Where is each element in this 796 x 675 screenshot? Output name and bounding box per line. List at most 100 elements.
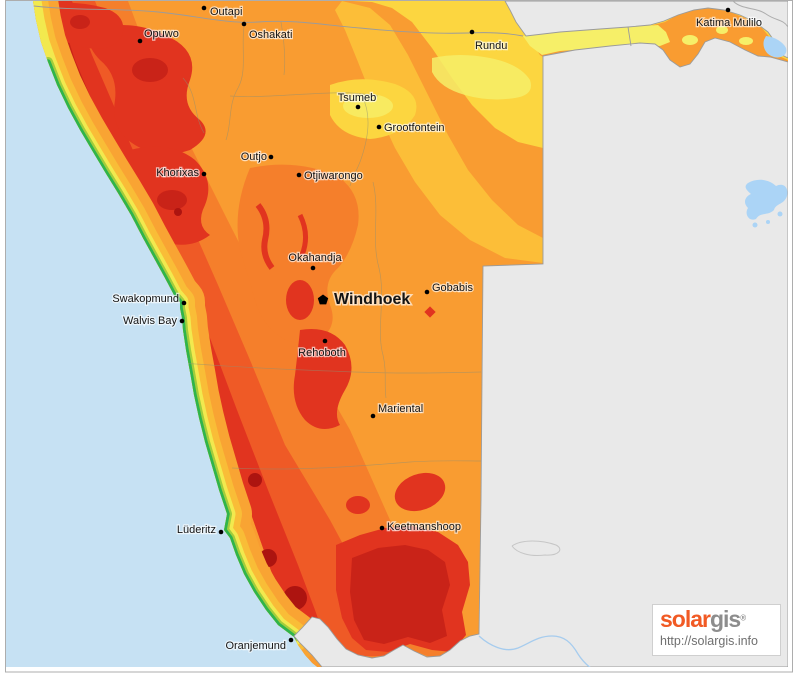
mountain-red-ribbon bbox=[297, 213, 308, 256]
zone-pale-rundu bbox=[432, 55, 531, 100]
kaokoveld-dark-spot bbox=[157, 190, 187, 210]
city-label: Oshakati bbox=[249, 29, 292, 41]
city-oranjemund: Oranjemund bbox=[224, 637, 294, 653]
delta-pond bbox=[777, 211, 783, 217]
logo-word-gis: gis bbox=[709, 606, 741, 632]
delta-pond bbox=[752, 222, 758, 228]
city-outjo: Outjo bbox=[240, 150, 274, 164]
city-label: Otjiwarongo bbox=[304, 170, 363, 182]
city-label: Rehoboth bbox=[298, 347, 346, 359]
zone-windhoek-deep-orange bbox=[237, 164, 359, 343]
city-marker bbox=[379, 525, 385, 531]
city-oshakati: Oshakati bbox=[241, 21, 294, 42]
east-red-diamond bbox=[424, 306, 436, 318]
city-marker bbox=[268, 154, 274, 160]
pale-spot bbox=[739, 37, 753, 45]
city-okahandja: Okahandja bbox=[287, 251, 344, 271]
kaokoveld-dark-spot bbox=[132, 58, 168, 82]
city-label: Grootfontein bbox=[384, 122, 445, 134]
city-label: Mariental bbox=[378, 403, 423, 415]
logo-registered-mark: ® bbox=[740, 613, 747, 623]
city-outapi: Outapi bbox=[201, 5, 244, 19]
city-label: Swakopmund bbox=[112, 293, 179, 305]
solargis-logo-box[interactable]: solargis® http://solargis.info bbox=[652, 604, 781, 656]
city-walvis-bay: Walvis Bay bbox=[122, 314, 185, 328]
logo-word-solar: solar bbox=[660, 606, 711, 632]
city-label: Outapi bbox=[210, 6, 242, 18]
city-khorixas: Khorixas bbox=[155, 166, 207, 180]
city-gobabis: Gobabis bbox=[424, 281, 475, 295]
zambezi-river bbox=[732, 1, 788, 28]
city-marker bbox=[310, 265, 316, 271]
city-rehoboth: Rehoboth bbox=[297, 338, 347, 360]
city-label: Gobabis bbox=[432, 282, 473, 294]
city-marker bbox=[137, 38, 143, 44]
city-marker bbox=[355, 104, 361, 110]
city-mariental: Mariental bbox=[370, 402, 424, 419]
delta-pond bbox=[766, 220, 770, 224]
city-marker bbox=[218, 529, 224, 535]
city-marker bbox=[370, 413, 376, 419]
city-marker bbox=[725, 7, 731, 13]
zone-pale-caprivi-strip bbox=[523, 25, 670, 55]
city-label: Okahandja bbox=[288, 252, 342, 264]
zone-yellow-northeast bbox=[352, 1, 788, 148]
chobe-water bbox=[763, 36, 787, 58]
kaokoveld-deepest-spot bbox=[174, 208, 182, 216]
city-label: Oranjemund bbox=[225, 640, 286, 652]
pale-spot bbox=[716, 26, 728, 34]
orange-river bbox=[478, 635, 591, 667]
solargis-logo: solargis® bbox=[660, 607, 780, 632]
city-label: Opuwo bbox=[144, 28, 179, 40]
city-marker bbox=[317, 294, 329, 305]
city-layer: Outapi Opuwo Oshakati Rundu Katima Mulilo Tsu… bbox=[111, 5, 763, 653]
city-l-deritz: Lüderitz bbox=[176, 523, 224, 537]
mountain-red-ribbon bbox=[255, 203, 275, 270]
page-frame bbox=[5, 0, 793, 673]
country-borders bbox=[33, 5, 632, 47]
city-marker bbox=[201, 171, 207, 177]
city-keetmanshoop: Keetmanshoop bbox=[379, 520, 462, 534]
city-otjiwarongo: Otjiwarongo bbox=[296, 169, 364, 183]
city-marker bbox=[296, 172, 302, 178]
okavango-delta-water bbox=[744, 179, 788, 220]
windhoek-west-red bbox=[286, 280, 314, 320]
zone-kaokoveld-red-1 bbox=[88, 25, 206, 154]
botswana-south-africa bbox=[293, 37, 788, 667]
city-marker bbox=[201, 5, 207, 11]
city-label: Keetmanshoop bbox=[387, 521, 461, 533]
city-marker bbox=[469, 29, 475, 35]
city-grootfontein: Grootfontein bbox=[376, 121, 446, 135]
deepest-red-spot bbox=[248, 473, 262, 487]
city-marker bbox=[181, 300, 187, 306]
city-label: Walvis Bay bbox=[123, 315, 177, 327]
zone-south-red-patch bbox=[394, 472, 446, 512]
city-label: Lüderitz bbox=[177, 524, 216, 536]
city-swakopmund: Swakopmund bbox=[111, 292, 187, 306]
city-label: Khorixas bbox=[156, 167, 199, 179]
city-windhoek: Windhoek bbox=[317, 290, 412, 310]
tsumeb-pocket-core bbox=[343, 94, 393, 118]
city-marker bbox=[424, 289, 430, 295]
city-opuwo: Opuwo bbox=[137, 27, 180, 44]
city-label: Tsumeb bbox=[338, 92, 377, 104]
city-marker bbox=[179, 318, 185, 324]
city-label: Outjo bbox=[241, 151, 267, 163]
city-marker bbox=[241, 21, 247, 27]
zone-south-dark-red-mass bbox=[350, 545, 450, 644]
city-marker bbox=[376, 124, 382, 130]
city-label: Rundu bbox=[475, 40, 507, 52]
logo-url[interactable]: http://solargis.info bbox=[660, 633, 758, 648]
city-katima-mulilo: Katima Mulilo bbox=[695, 7, 763, 30]
city-label: Windhoek bbox=[334, 291, 410, 308]
pale-spot bbox=[682, 35, 698, 45]
city-marker bbox=[288, 637, 294, 643]
angola-dark-spot bbox=[70, 15, 90, 29]
zone-rehoboth-red bbox=[293, 329, 352, 429]
city-rundu: Rundu bbox=[469, 29, 509, 53]
city-marker bbox=[322, 338, 328, 344]
zone-yellow-orange-stripe bbox=[335, 1, 543, 263]
city-tsumeb: Tsumeb bbox=[337, 91, 377, 110]
zone-south-red-patch bbox=[346, 496, 370, 514]
